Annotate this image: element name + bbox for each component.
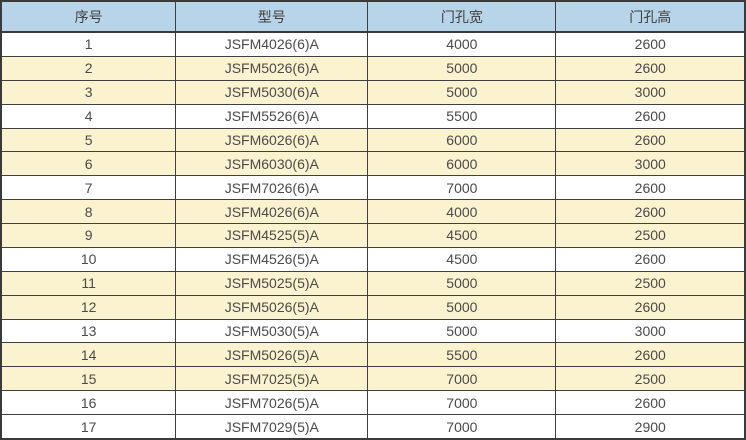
column-header-serial-number: 序号 xyxy=(0,0,177,33)
cell-serial-number: 2 xyxy=(0,55,177,81)
cell-serial-number: 1 xyxy=(0,31,177,57)
cell-door-opening-height: 2600 xyxy=(555,342,746,368)
cell-serial-number: 5 xyxy=(0,127,177,153)
cell-model: JSFM7025(5)A xyxy=(175,366,369,392)
cell-door-opening-height: 2600 xyxy=(555,246,746,272)
cell-door-opening-height: 3000 xyxy=(555,151,746,177)
cell-door-opening-width: 6000 xyxy=(367,151,557,177)
cell-door-opening-width: 6000 xyxy=(367,127,557,153)
cell-door-opening-width: 5000 xyxy=(367,55,557,81)
cell-door-opening-height: 2600 xyxy=(555,390,746,416)
cell-serial-number: 6 xyxy=(0,151,177,177)
cell-door-opening-width: 5500 xyxy=(367,342,557,368)
cell-model: JSFM4026(6)A xyxy=(175,199,369,225)
cell-serial-number: 3 xyxy=(0,79,177,105)
cell-door-opening-width: 7000 xyxy=(367,175,557,201)
cell-door-opening-width: 4000 xyxy=(367,31,557,57)
cell-model: JSFM6026(6)A xyxy=(175,127,369,153)
cell-door-opening-width: 5500 xyxy=(367,103,557,129)
cell-door-opening-height: 2600 xyxy=(555,31,746,57)
cell-door-opening-height: 2600 xyxy=(555,103,746,129)
column-header-door-opening-height: 门孔高 xyxy=(555,0,746,33)
cell-door-opening-height: 2500 xyxy=(555,270,746,296)
cell-door-opening-height: 2900 xyxy=(555,414,746,440)
table-row: 9 JSFM4525(5)A 4500 2500 xyxy=(0,223,746,248)
cell-door-opening-height: 2500 xyxy=(555,223,746,248)
cell-serial-number: 15 xyxy=(0,366,177,392)
cell-serial-number: 14 xyxy=(0,342,177,368)
cell-door-opening-width: 4000 xyxy=(367,199,557,225)
cell-serial-number: 11 xyxy=(0,270,177,296)
cell-model: JSFM5026(5)A xyxy=(175,342,369,368)
cell-model: JSFM6030(6)A xyxy=(175,151,369,177)
header-row: 序号 型号 门孔宽 门孔高 xyxy=(0,0,746,33)
cell-model: JSFM5030(6)A xyxy=(175,79,369,105)
cell-serial-number: 16 xyxy=(0,390,177,416)
cell-serial-number: 4 xyxy=(0,103,177,129)
cell-door-opening-height: 2600 xyxy=(555,294,746,320)
cell-door-opening-height: 2600 xyxy=(555,55,746,81)
cell-door-opening-width: 5000 xyxy=(367,318,557,344)
cell-door-opening-height: 2500 xyxy=(555,366,746,392)
cell-model: JSFM5026(6)A xyxy=(175,55,369,81)
column-header-door-opening-width: 门孔宽 xyxy=(367,0,557,33)
cell-serial-number: 7 xyxy=(0,175,177,201)
cell-serial-number: 13 xyxy=(0,318,177,344)
cell-model: JSFM5026(5)A xyxy=(175,294,369,320)
cell-door-opening-width: 7000 xyxy=(367,414,557,440)
column-header-model: 型号 xyxy=(175,0,369,33)
cell-model: JSFM5526(6)A xyxy=(175,103,369,129)
cell-model: JSFM4525(5)A xyxy=(175,223,369,248)
cell-model: JSFM5025(5)A xyxy=(175,270,369,296)
cell-model: JSFM7026(6)A xyxy=(175,175,369,201)
cell-door-opening-width: 5000 xyxy=(367,294,557,320)
table-row: 3 JSFM5030(6)A 5000 3000 xyxy=(0,79,746,105)
table-row: 14 JSFM5026(5)A 5500 2600 xyxy=(0,342,746,368)
cell-door-opening-height: 3000 xyxy=(555,318,746,344)
table-row: 5 JSFM6026(6)A 6000 2600 xyxy=(0,127,746,153)
cell-door-opening-width: 7000 xyxy=(367,390,557,416)
cell-model: JSFM4526(5)A xyxy=(175,246,369,272)
cell-door-opening-width: 4500 xyxy=(367,223,557,248)
table-row: 7 JSFM7026(6)A 7000 2600 xyxy=(0,175,746,201)
table-row: 12 JSFM5026(5)A 5000 2600 xyxy=(0,294,746,320)
cell-door-opening-width: 5000 xyxy=(367,79,557,105)
table-row: 6 JSFM6030(6)A 6000 3000 xyxy=(0,151,746,177)
cell-model: JSFM7029(5)A xyxy=(175,414,369,440)
cell-model: JSFM7026(5)A xyxy=(175,390,369,416)
table-row: 11 JSFM5025(5)A 5000 2500 xyxy=(0,270,746,296)
cell-door-opening-height: 2600 xyxy=(555,127,746,153)
table-row: 15 JSFM7025(5)A 7000 2500 xyxy=(0,366,746,392)
table-row: 10 JSFM4526(5)A 4500 2600 xyxy=(0,246,746,272)
cell-door-opening-width: 7000 xyxy=(367,366,557,392)
cell-door-opening-height: 2600 xyxy=(555,199,746,225)
table-row: 17 JSFM7029(5)A 7000 2900 xyxy=(0,414,746,440)
cell-serial-number: 9 xyxy=(0,223,177,248)
cell-door-opening-width: 5000 xyxy=(367,270,557,296)
table-body: 1 JSFM4026(6)A 4000 2600 2 JSFM5026(6)A 5000 26… xyxy=(0,31,746,440)
table-row: 4 JSFM5526(6)A 5500 2600 xyxy=(0,103,746,129)
table-row: 1 JSFM4026(6)A 4000 2600 xyxy=(0,31,746,57)
cell-model: JSFM5030(5)A xyxy=(175,318,369,344)
cell-door-opening-height: 2600 xyxy=(555,175,746,201)
cell-serial-number: 17 xyxy=(0,414,177,440)
cell-serial-number: 10 xyxy=(0,246,177,272)
cell-serial-number: 12 xyxy=(0,294,177,320)
table-row: 2 JSFM5026(6)A 5000 2600 xyxy=(0,55,746,81)
cell-door-opening-width: 4500 xyxy=(367,246,557,272)
cell-serial-number: 8 xyxy=(0,199,177,225)
table-row: 13 JSFM5030(5)A 5000 3000 xyxy=(0,318,746,344)
cell-door-opening-height: 3000 xyxy=(555,79,746,105)
cell-model: JSFM4026(6)A xyxy=(175,31,369,57)
table-row: 8 JSFM4026(6)A 4000 2600 xyxy=(0,199,746,225)
table-row: 16 JSFM7026(5)A 7000 2600 xyxy=(0,390,746,416)
